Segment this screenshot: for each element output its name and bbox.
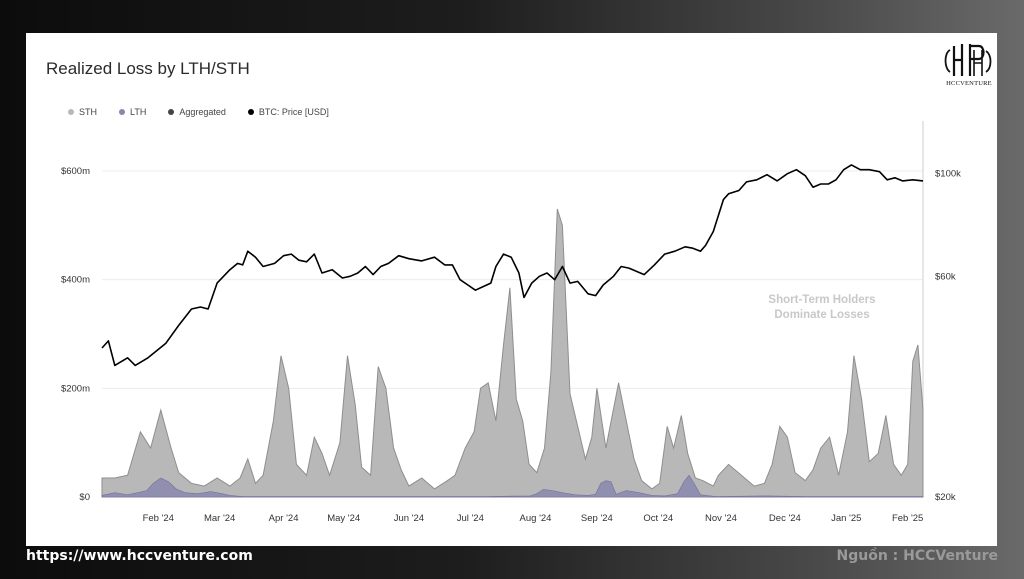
x-tick-label: Feb '24	[143, 513, 174, 524]
y-right-tick-label: $60k	[935, 271, 956, 282]
x-tick-label: Jun '24	[394, 513, 424, 524]
x-tick-label: Oct '24	[643, 513, 673, 524]
legend-item-aggregated[interactable]: Aggregated	[168, 107, 226, 117]
chart-legend: STH LTH Aggregated BTC: Price [USD]	[68, 107, 329, 117]
legend-dot-aggregated	[168, 109, 175, 115]
y-right-tick-label: $20k	[935, 492, 956, 503]
annotation-line-2: Dominate Losses	[774, 309, 869, 321]
lth-area	[101, 474, 924, 498]
chart-title: Realized Loss by LTH/STH	[46, 59, 250, 78]
x-tick-label: Sep '24	[581, 513, 613, 524]
footer-url[interactable]: https://www.hccventure.com	[26, 548, 253, 564]
x-tick-label: Jul '24	[457, 513, 484, 524]
annotation-line-1: Short-Term Holders	[768, 294, 875, 306]
sth-area	[101, 208, 924, 498]
logo-text: HCCVENTURE	[946, 80, 992, 87]
legend-label-sth: STH	[79, 107, 97, 117]
legend-label-btc-price: BTC: Price [USD]	[258, 107, 329, 117]
chart-plot: $0 $200m $400m $600m $20k $60k $100k Feb '24 Mar…	[61, 121, 961, 524]
x-tick-label: Apr '24	[269, 513, 299, 524]
x-tick-label: May '24	[327, 513, 360, 524]
legend-label-lth: LTH	[130, 107, 147, 117]
legend-dot-sth	[68, 109, 74, 115]
y-right-tick-label: $100k	[935, 169, 961, 180]
x-tick-label: Dec '24	[769, 513, 801, 524]
legend-dot-lth	[119, 109, 125, 115]
x-tick-label: Nov '24	[705, 513, 737, 524]
legend-item-sth[interactable]: STH	[68, 107, 97, 117]
x-tick-label: Mar '24	[204, 513, 235, 524]
legend-item-btc-price[interactable]: BTC: Price [USD]	[247, 107, 329, 117]
footer-source: Nguồn : HCCVenture	[836, 548, 999, 564]
y-left-tick-label: $200m	[61, 383, 90, 394]
legend-dot-btc-price	[247, 109, 254, 115]
x-tick-label: Aug '24	[520, 513, 552, 524]
y-left-tick-label: $400m	[61, 275, 90, 286]
hccventure-logo: HCCVENTURE	[941, 41, 997, 91]
btc-price-line	[101, 164, 924, 367]
chart-card: $0 $200m $400m $600m $20k $60k $100k Feb '24 Mar…	[26, 33, 997, 546]
legend-label-aggregated: Aggregated	[179, 107, 226, 117]
y-left-tick-label: $600m	[61, 166, 90, 177]
hccventure-logo-mark-icon	[944, 44, 992, 76]
x-tick-label: Feb '25	[892, 513, 923, 524]
legend-item-lth[interactable]: LTH	[119, 107, 146, 117]
x-tick-label: Jan '25	[831, 513, 861, 524]
y-left-tick-label: $0	[79, 492, 90, 503]
